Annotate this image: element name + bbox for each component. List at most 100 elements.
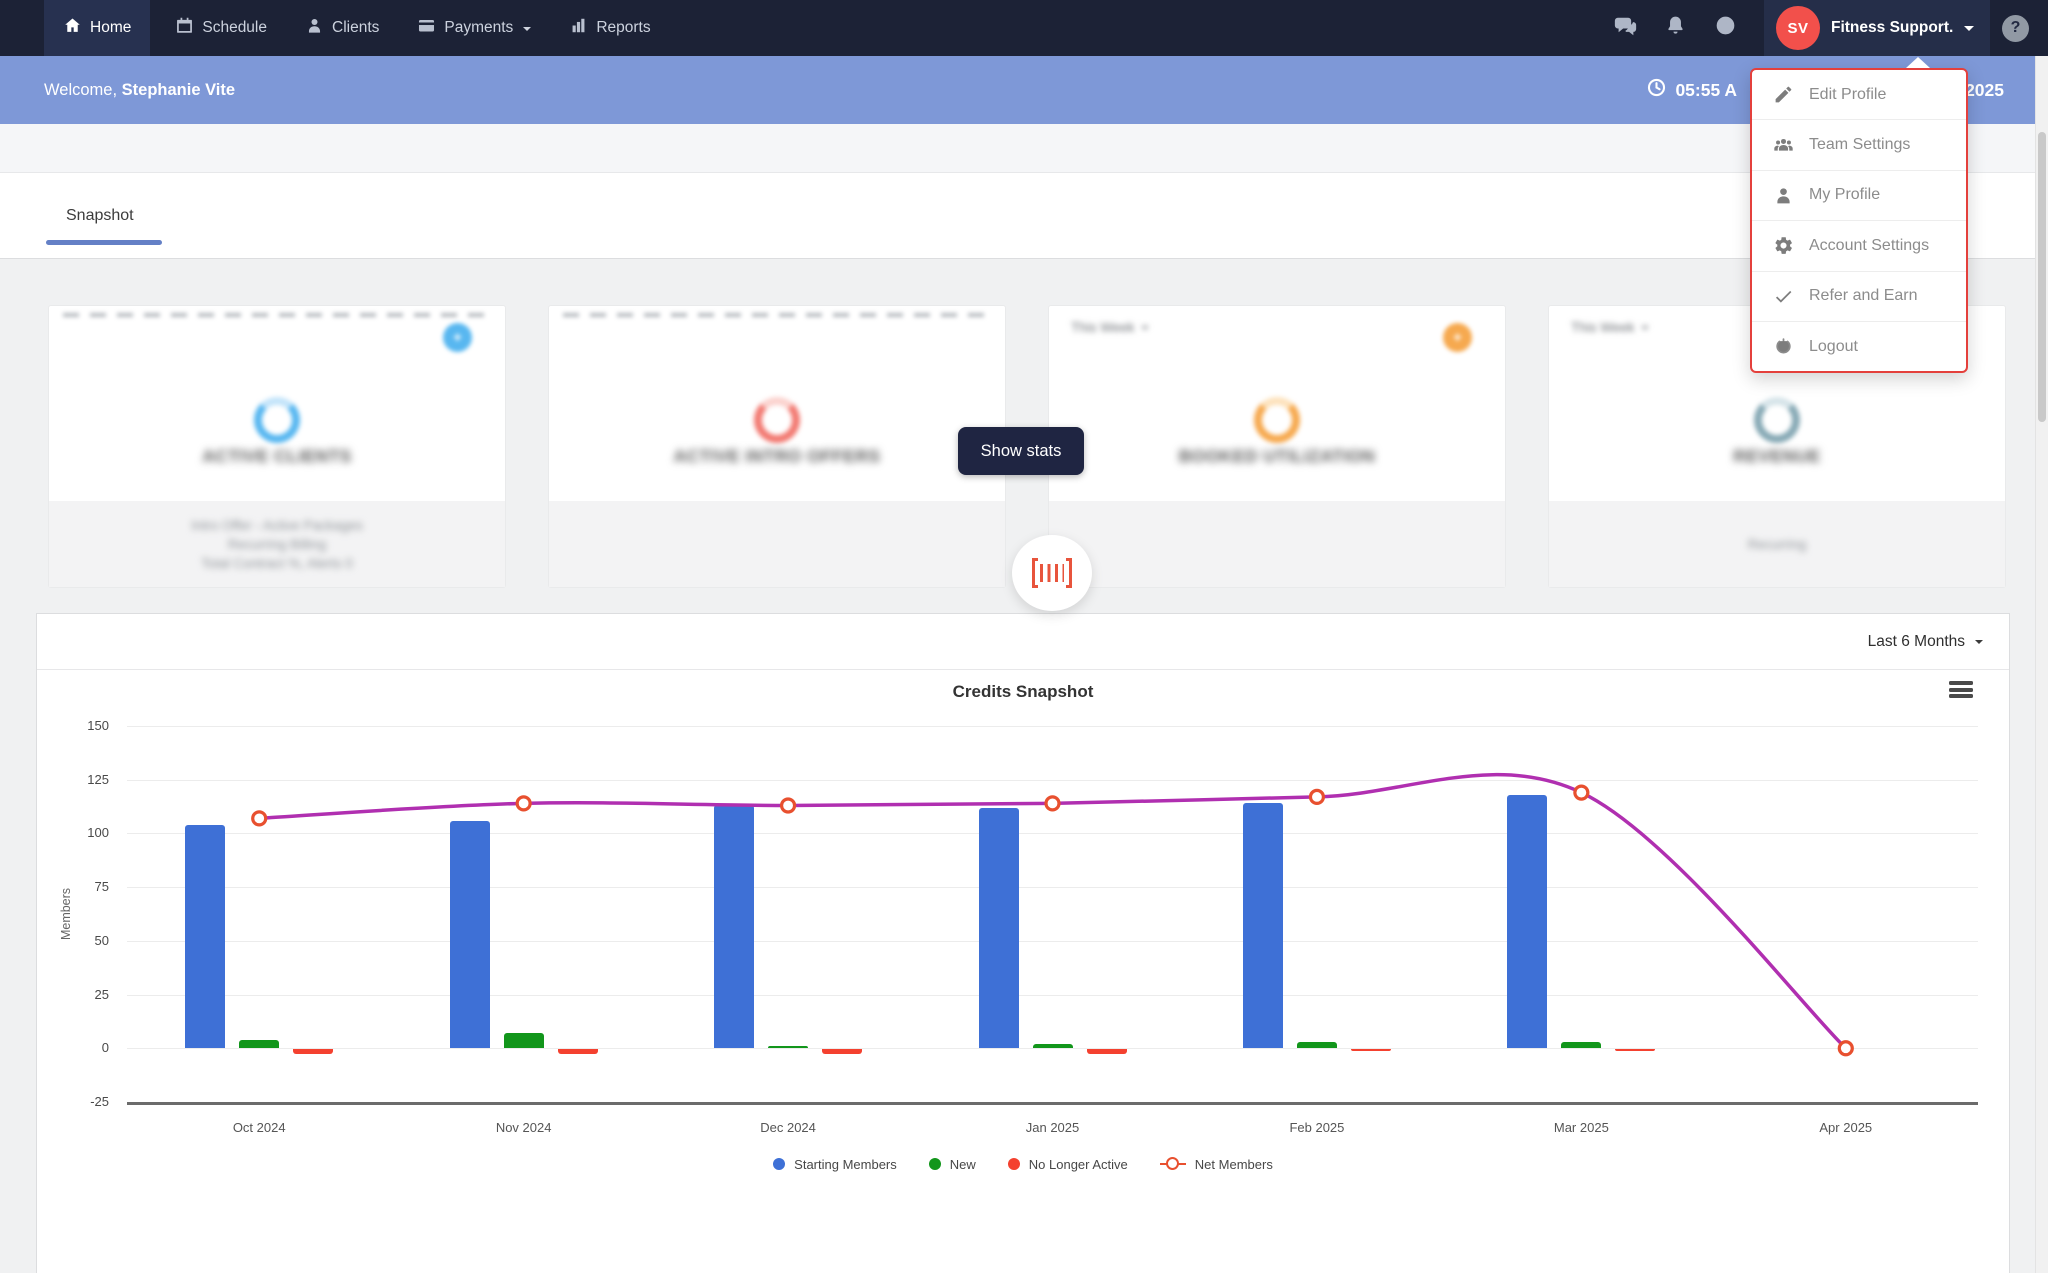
card-settings-toggle-icon[interactable]: + xyxy=(443,323,472,352)
x-axis-tick-label: Mar 2025 xyxy=(1553,1120,1609,1135)
notifications-bell-icon[interactable] xyxy=(1650,14,1700,42)
y-axis-tick-label: 25 xyxy=(94,986,109,1002)
pencil-icon xyxy=(1773,84,1794,105)
card-title: ACTIVE INTRO OFFERS xyxy=(673,446,881,466)
bar-no-longer-active-dec-2024 xyxy=(822,1049,863,1054)
stat-card-active-intro-offers: ACTIVE INTRO OFFERS xyxy=(548,305,1006,588)
current-year: 2025 xyxy=(1965,79,2004,100)
legend-item-new: New xyxy=(928,1156,976,1172)
net-members-line xyxy=(251,773,1854,1057)
card-footer: Recurring xyxy=(1549,501,2005,587)
chart-legend: Starting Members New No Longer Active Net M… xyxy=(37,1156,2009,1172)
bar-new-oct-2024 xyxy=(239,1039,280,1049)
menu-caret xyxy=(1906,57,1930,68)
tab-snapshot[interactable]: Snapshot xyxy=(66,206,134,224)
nav-item-label: Home xyxy=(90,19,132,36)
menu-item-team-settings[interactable]: Team Settings xyxy=(1752,120,1966,171)
chart-panel-header: Last 6 Months xyxy=(37,614,2009,670)
card-settings-toggle-icon[interactable]: + xyxy=(1443,323,1472,352)
loading-spinner-icon xyxy=(1254,397,1300,443)
legend-label: New xyxy=(949,1156,976,1172)
blurred-footer-line: Total Contract %, Alerts 0 xyxy=(201,555,353,571)
nav-right: SV Fitness Support... ? xyxy=(1600,0,2048,56)
bar-starting-members-dec-2024 xyxy=(714,805,755,1049)
blurred-footer-line: Intro Offer - Active Packages xyxy=(191,517,363,533)
bar-no-longer-active-oct-2024 xyxy=(293,1049,334,1054)
power-icon xyxy=(1773,336,1794,357)
menu-item-label: Team Settings xyxy=(1809,136,1911,154)
x-axis-tick-label: Feb 2025 xyxy=(1289,1120,1345,1135)
show-stats-button[interactable]: Show stats xyxy=(958,427,1084,475)
card-footer xyxy=(1049,501,1505,587)
chat-icon-glyph xyxy=(1614,14,1637,42)
nav-item-payments[interactable]: Payments xyxy=(398,0,550,56)
nav-item-reports[interactable]: Reports xyxy=(550,0,669,56)
legend-dot-icon xyxy=(773,1158,786,1170)
bar-new-feb-2025 xyxy=(1296,1041,1337,1049)
gridline xyxy=(127,779,1978,781)
blurred-header-row xyxy=(563,313,989,317)
bar-new-jan-2025 xyxy=(1032,1043,1073,1049)
gridline xyxy=(127,1048,1978,1050)
tab-active-underline xyxy=(46,240,162,245)
page-scrollbar xyxy=(2035,56,2048,1273)
card-footer: Intro Offer - Active Packages Recurring B… xyxy=(49,501,505,587)
loading-spinner-icon xyxy=(1754,397,1800,443)
help-icon[interactable]: ? xyxy=(2002,14,2029,42)
x-axis-tick-label: Apr 2025 xyxy=(1819,1120,1873,1135)
bar-starting-members-oct-2024 xyxy=(185,824,226,1049)
loading-spinner-icon xyxy=(254,397,300,443)
bar-starting-members-nov-2024 xyxy=(449,820,490,1049)
menu-item-my-profile[interactable]: My Profile xyxy=(1752,171,1966,222)
menu-item-edit-profile[interactable]: Edit Profile xyxy=(1752,70,1966,121)
card-footer xyxy=(549,501,1005,587)
menu-item-refer-and-earn[interactable]: Refer and Earn xyxy=(1752,272,1966,322)
top-nav: Home Schedule Clients Payments Reports SV Fi… xyxy=(0,0,2048,56)
blurred-footer-line: Recurring xyxy=(1747,536,1807,552)
profile-menu: Edit Profile Team Settings My Profile Accou… xyxy=(1750,68,1968,374)
nav-item-label: Schedule xyxy=(202,19,267,36)
y-axis-title: Members xyxy=(59,887,73,941)
stat-card-active-clients: + ACTIVE CLIENTS Intro Offer - Active Pack… xyxy=(48,305,506,588)
nav-item-label: Clients xyxy=(332,19,380,36)
user-menu-button[interactable]: SV Fitness Support... xyxy=(1764,0,1990,56)
menu-item-label: My Profile xyxy=(1809,186,1881,204)
bar-new-mar-2025 xyxy=(1561,1041,1602,1049)
chat-icon[interactable] xyxy=(1600,14,1650,42)
nav-item-clients[interactable]: Clients xyxy=(286,0,398,56)
chart-title: Credits Snapshot xyxy=(952,682,1094,701)
gridline xyxy=(127,726,1978,727)
welcome-message: Welcome, Stephanie Vite xyxy=(44,81,235,100)
bar-no-longer-active-nov-2024 xyxy=(557,1049,598,1054)
barcode-scan-icon xyxy=(1032,558,1072,588)
legend-label: Net Members xyxy=(1194,1156,1273,1172)
home-icon xyxy=(63,16,82,40)
nav-item-schedule[interactable]: Schedule xyxy=(156,0,286,56)
users-icon xyxy=(1773,135,1794,156)
menu-item-logout[interactable]: Logout xyxy=(1752,322,1966,371)
gridline xyxy=(127,887,1978,889)
bar-no-longer-active-feb-2025 xyxy=(1350,1049,1391,1052)
chevron-down-icon xyxy=(1975,639,1983,648)
welcome-time-date: 05:55 A 2025 xyxy=(1646,77,2004,103)
date-range-selector[interactable]: Last 6 Months xyxy=(1868,633,1983,651)
barcode-scan-button[interactable] xyxy=(1012,535,1092,611)
bar-no-longer-active-mar-2025 xyxy=(1615,1049,1656,1052)
nav-item-home[interactable]: Home xyxy=(44,0,151,56)
card-range-selector[interactable]: This Week xyxy=(1571,320,1649,335)
menu-item-account-settings[interactable]: Account Settings xyxy=(1752,221,1966,272)
welcome-prefix: Welcome, xyxy=(44,80,122,99)
clock-icon[interactable] xyxy=(1700,14,1750,42)
chart-menu-icon[interactable] xyxy=(1949,681,1973,701)
bar-no-longer-active-jan-2025 xyxy=(1086,1049,1127,1054)
primary-nav: Home Schedule Clients Payments Reports xyxy=(44,0,670,56)
bell-icon-glyph xyxy=(1664,14,1687,42)
bar-starting-members-feb-2025 xyxy=(1242,803,1283,1049)
x-axis-tick-label: Jan 2025 xyxy=(1025,1120,1080,1135)
x-axis-tick-label: Dec 2024 xyxy=(760,1120,816,1135)
credits-snapshot-panel: Last 6 Months Credits Snapshot 150 125 100… xyxy=(36,613,2010,1273)
card-range-selector[interactable]: This Week xyxy=(1071,320,1149,335)
y-axis-tick-label: -25 xyxy=(90,1094,109,1109)
scrollbar-thumb[interactable] xyxy=(2038,132,2046,422)
gridline xyxy=(127,833,1978,835)
